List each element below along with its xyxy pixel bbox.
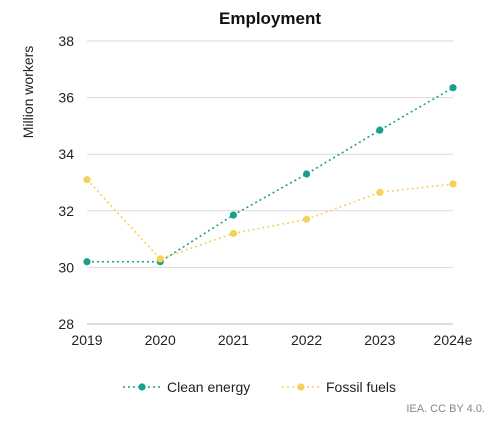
- legend-item[interactable]: Clean energy: [123, 379, 250, 395]
- x-axis-ticks: 2019 2020 2021 2022 2023 2024e: [71, 332, 472, 348]
- data-point[interactable]: [376, 126, 384, 134]
- x-tick-label: 2019: [71, 332, 102, 348]
- data-point[interactable]: [303, 170, 311, 178]
- data-point[interactable]: [229, 229, 237, 238]
- x-tick-label: 2021: [218, 332, 249, 348]
- data-point[interactable]: [83, 258, 91, 266]
- legend-label: Fossil fuels: [326, 379, 396, 395]
- series-line: [87, 87, 454, 263]
- data-point[interactable]: [229, 211, 237, 219]
- data-point[interactable]: [449, 180, 457, 188]
- data-point[interactable]: [83, 176, 91, 184]
- legend-swatch-marker: [138, 383, 146, 391]
- x-tick-label: 2022: [291, 332, 322, 348]
- gridlines: [87, 40, 453, 325]
- x-tick-label: 2023: [364, 332, 395, 348]
- y-tick-label: 38: [58, 33, 74, 49]
- series-layer: [83, 84, 457, 266]
- y-axis-title: Million workers: [20, 46, 36, 139]
- series-clean-energy: [83, 84, 457, 266]
- y-tick-label: 32: [58, 203, 74, 219]
- y-tick-label: 30: [58, 259, 74, 275]
- y-axis-ticks: 28 30 32 34 36 38: [58, 33, 74, 332]
- chart-title: Employment: [219, 9, 321, 28]
- legend-swatch-marker: [297, 383, 305, 391]
- legend-item[interactable]: Fossil fuels: [282, 379, 396, 395]
- data-point[interactable]: [156, 255, 164, 263]
- data-point[interactable]: [303, 215, 311, 223]
- y-tick-label: 36: [58, 90, 74, 106]
- data-point[interactable]: [376, 188, 384, 197]
- series-line: [86, 179, 454, 260]
- y-tick-label: 28: [58, 316, 74, 332]
- x-tick-label: 2024e: [434, 332, 473, 348]
- data-point[interactable]: [449, 84, 457, 92]
- y-tick-label: 34: [58, 146, 74, 162]
- legend[interactable]: Clean energy Fossil fuels: [123, 379, 396, 395]
- series-fossil-fuels: [83, 176, 457, 263]
- legend-label: Clean energy: [167, 379, 250, 395]
- x-tick-label: 2020: [145, 332, 176, 348]
- source-note: IEA. CC BY 4.0.: [406, 403, 485, 415]
